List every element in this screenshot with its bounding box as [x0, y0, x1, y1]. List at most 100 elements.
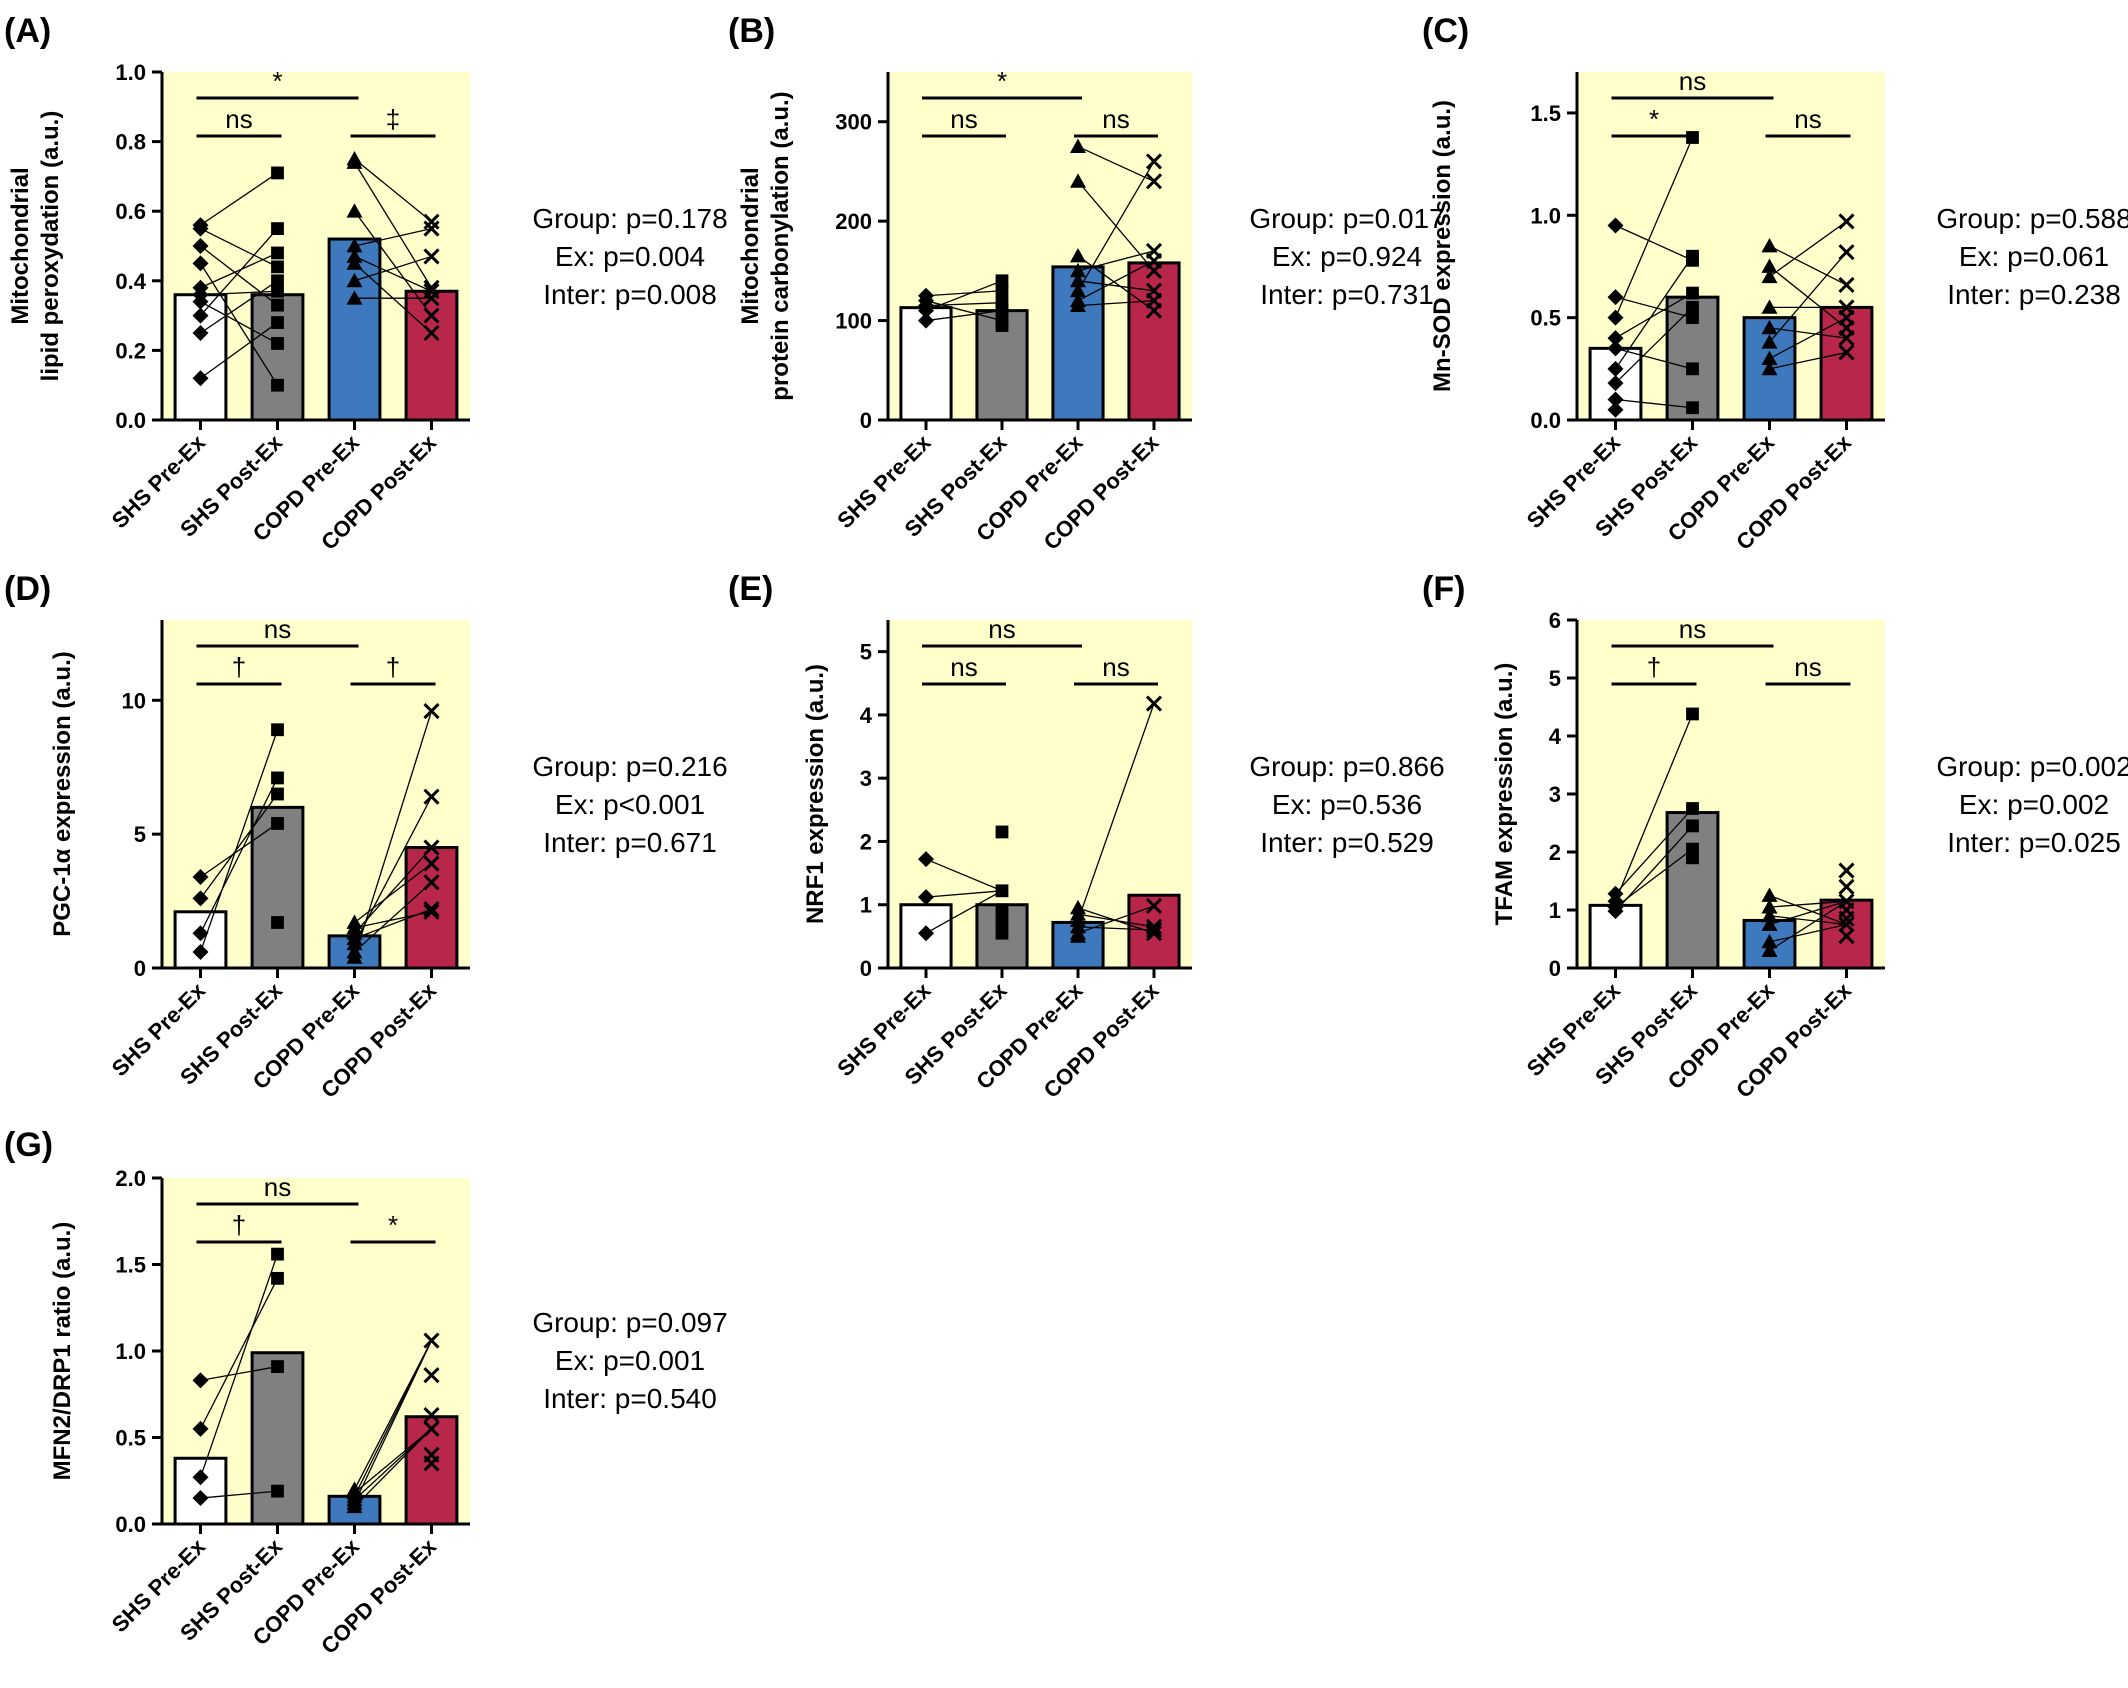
pair-line — [354, 255, 432, 282]
data-point — [1838, 910, 1855, 927]
data-point — [1838, 878, 1855, 895]
pair-line — [1614, 713, 1694, 902]
pair-line — [1077, 703, 1155, 921]
stats-text: Group: p=0.002 — [1936, 751, 2128, 782]
y-axis-label: TFAM expression (a.u.) — [1491, 663, 1518, 926]
data-point — [1145, 262, 1163, 279]
bar — [404, 1415, 459, 1526]
bar — [404, 846, 459, 970]
panel-letter: (D) — [4, 570, 51, 608]
pair-line — [1077, 300, 1155, 307]
stats-text: Group: p=0.588 — [1936, 203, 2128, 234]
data-point — [192, 925, 209, 942]
data-point — [346, 238, 363, 253]
data-point — [271, 260, 284, 274]
bar — [404, 289, 459, 422]
pair-line — [1615, 306, 1693, 384]
data-point — [1070, 297, 1086, 313]
y-tick-label: 0.0 — [115, 408, 146, 433]
y-tick-label: 0 — [860, 408, 872, 433]
data-point — [1838, 344, 1855, 361]
y-tick-label: 1.5 — [1530, 101, 1561, 126]
data-point — [1607, 217, 1624, 234]
pair-line — [1077, 250, 1155, 272]
data-point — [1607, 375, 1624, 392]
pair-line — [1769, 900, 1847, 952]
pair-line — [354, 881, 432, 953]
data-point — [918, 302, 934, 319]
significance-label: ns — [264, 614, 291, 644]
data-point — [192, 307, 209, 324]
data-point — [271, 1360, 284, 1373]
data-point — [1838, 916, 1855, 933]
data-point — [271, 771, 284, 785]
pair-line — [199, 777, 279, 934]
data-point — [1686, 851, 1699, 865]
data-point — [346, 935, 363, 951]
data-point — [1761, 887, 1778, 902]
y-tick-label: 5 — [860, 640, 872, 665]
data-point — [271, 316, 284, 329]
y-tick-label: 0.5 — [115, 1426, 146, 1451]
data-point — [271, 246, 284, 260]
data-point — [1686, 311, 1699, 325]
pair-line — [199, 1278, 279, 1430]
pair-line — [1769, 220, 1847, 278]
data-point — [918, 312, 934, 329]
pair-line — [199, 1253, 279, 1478]
data-point — [423, 1332, 440, 1349]
data-point — [995, 914, 1009, 927]
data-point — [1686, 819, 1699, 833]
data-point — [423, 1420, 440, 1437]
data-point — [1686, 401, 1699, 415]
pair-line — [199, 729, 279, 953]
data-point — [271, 284, 284, 298]
pair-line — [200, 301, 278, 345]
chart-panel-7: (G) MFN2/DRP1 ratio (a.u.) 0.0 0.5 1.0 1.5 2.0… — [4, 1126, 728, 1659]
data-point — [1607, 401, 1624, 418]
data-point — [1145, 897, 1163, 915]
data-point — [1607, 340, 1624, 357]
stats-text: Ex: p=0.002 — [1959, 789, 2109, 820]
data-point — [1070, 173, 1086, 188]
y-tick-label: 2 — [860, 829, 872, 854]
panel-letter: (E) — [728, 570, 773, 608]
data-point — [271, 1271, 284, 1285]
panel-letter: (C) — [1422, 12, 1469, 50]
data-point — [1607, 903, 1624, 920]
data-point — [1838, 244, 1855, 261]
pair-line — [1615, 825, 1693, 912]
y-tick-label: 1 — [860, 893, 872, 918]
data-point — [1838, 928, 1855, 945]
data-point — [995, 884, 1009, 898]
y-tick-label: 1.0 — [1530, 203, 1561, 228]
pair-line — [354, 255, 432, 292]
y-tick-label: 0 — [1549, 956, 1561, 981]
data-point — [1761, 238, 1778, 253]
data-point — [271, 337, 284, 350]
data-point — [1070, 928, 1086, 943]
data-point — [995, 825, 1009, 839]
pair-line — [353, 1340, 433, 1504]
data-point — [423, 307, 440, 324]
bar — [1665, 811, 1720, 970]
data-point — [423, 1406, 440, 1424]
data-point — [1838, 276, 1855, 293]
bar — [1819, 305, 1874, 422]
panel-letter: (F) — [1422, 570, 1465, 608]
pair-line — [200, 322, 278, 379]
significance-label: ns — [1679, 66, 1706, 96]
significance-label: ns — [1679, 614, 1706, 644]
data-point — [192, 255, 209, 272]
significance-label: * — [388, 1210, 398, 1240]
pair-line — [1769, 923, 1847, 943]
data-point — [995, 274, 1009, 288]
y-tick-label: 300 — [835, 110, 872, 135]
data-point — [271, 378, 284, 392]
data-point — [346, 255, 363, 270]
data-point — [1145, 302, 1163, 319]
y-tick-label: 3 — [860, 766, 872, 791]
pair-line — [1077, 145, 1155, 182]
stats-text: Inter: p=0.025 — [1947, 827, 2121, 858]
